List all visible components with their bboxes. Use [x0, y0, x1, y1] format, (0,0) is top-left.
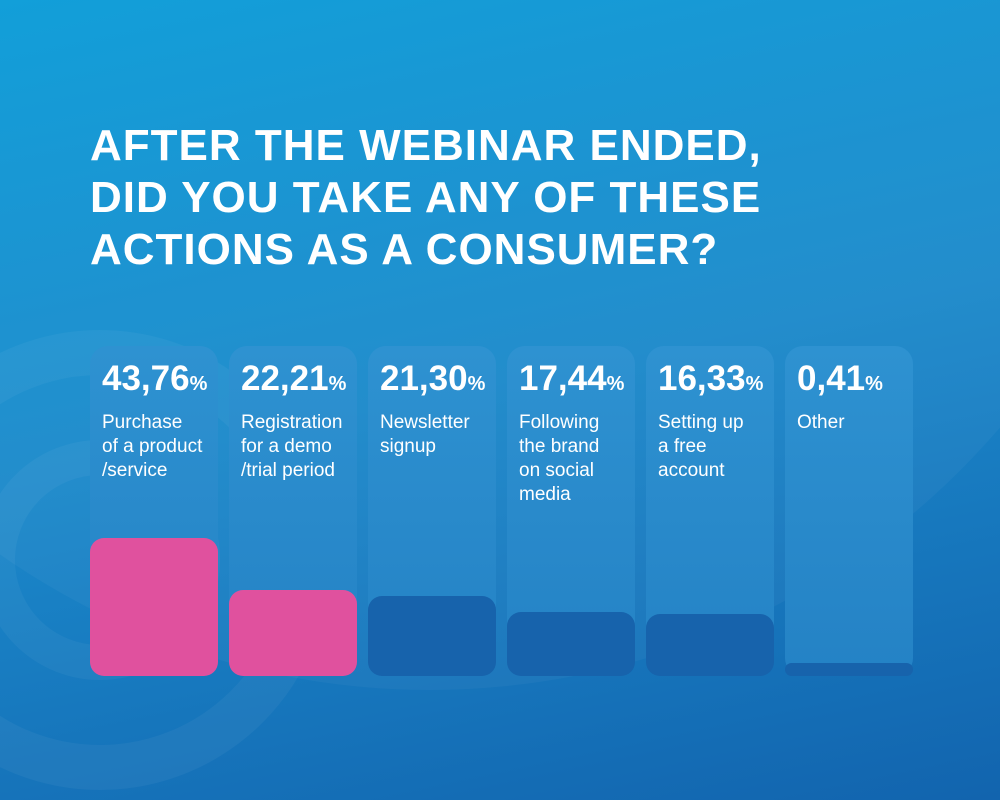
- chart-column: 22,21% Registration for a demo/trial peri…: [229, 346, 357, 676]
- category-label: Other: [797, 411, 907, 435]
- category-label-line: of a product: [102, 436, 203, 457]
- chart-column: 17,44% Following the brand on social media: [507, 346, 635, 676]
- category-label-line: /service: [102, 460, 168, 481]
- category-label-line: the brand: [519, 436, 600, 457]
- chart-column: 43,76% Purchase of a product/service: [90, 346, 218, 676]
- column-header: 0,41% Other: [797, 359, 907, 435]
- category-label-line: a free: [658, 436, 707, 457]
- category-label-line: Following: [519, 412, 600, 433]
- category-label: Following the brand on social media: [519, 411, 629, 507]
- column-header: 16,33% Setting up a free account: [658, 359, 768, 483]
- percent-sign: %: [745, 373, 764, 395]
- category-label-line: account: [658, 460, 725, 481]
- category-label: Registration for a demo/trial period: [241, 411, 351, 483]
- value-label: 0,41%: [797, 359, 907, 404]
- category-label-line: Setting up: [658, 412, 744, 433]
- percent-sign: %: [467, 373, 486, 395]
- percent-sign: %: [606, 373, 625, 395]
- column-header: 22,21% Registration for a demo/trial peri…: [241, 359, 351, 483]
- column-header: 43,76% Purchase of a product/service: [102, 359, 212, 483]
- bar: [229, 590, 357, 676]
- value-number: 17,44: [519, 359, 607, 398]
- value-label: 21,30%: [380, 359, 490, 404]
- value-number: 43,76: [102, 359, 190, 398]
- category-label-line: media: [519, 484, 571, 505]
- category-label-line: Newsletter: [380, 412, 470, 433]
- chart-column: 0,41% Other: [785, 346, 913, 676]
- chart-title-line: ACTIONS AS A CONSUMER?: [90, 225, 719, 274]
- value-number: 0,41: [797, 359, 866, 398]
- chart-column: 21,30% Newsletter signup: [368, 346, 496, 676]
- value-label: 43,76%: [102, 359, 212, 404]
- chart-title-line: DID YOU TAKE ANY OF THESE: [90, 173, 762, 222]
- bar: [785, 663, 913, 676]
- percent-sign: %: [189, 373, 208, 395]
- value-number: 16,33: [658, 359, 746, 398]
- percent-sign: %: [328, 373, 347, 395]
- value-number: 21,30: [380, 359, 468, 398]
- column-header: 21,30% Newsletter signup: [380, 359, 490, 459]
- category-label: Purchase of a product/service: [102, 411, 212, 483]
- chart-title-line: AFTER THE WEBINAR ENDED,: [90, 121, 762, 170]
- value-label: 17,44%: [519, 359, 629, 404]
- category-label-line: Other: [797, 412, 845, 433]
- chart-title: AFTER THE WEBINAR ENDED, DID YOU TAKE ANY…: [90, 120, 762, 276]
- category-label: Setting up a free account: [658, 411, 768, 483]
- category-label-line: /trial period: [241, 460, 335, 481]
- category-label-line: signup: [380, 436, 436, 457]
- category-label: Newsletter signup: [380, 411, 490, 459]
- category-label-line: Purchase: [102, 412, 183, 433]
- value-label: 16,33%: [658, 359, 768, 404]
- chart-column: 16,33% Setting up a free account: [646, 346, 774, 676]
- category-label-line: on social: [519, 460, 594, 481]
- bar: [90, 538, 218, 676]
- value-label: 22,21%: [241, 359, 351, 404]
- bar: [507, 612, 635, 676]
- category-label-line: Registration: [241, 412, 343, 433]
- value-number: 22,21: [241, 359, 329, 398]
- bar-chart: 43,76% Purchase of a product/service 22,2…: [90, 346, 913, 676]
- column-header: 17,44% Following the brand on social media: [519, 359, 629, 507]
- percent-sign: %: [865, 373, 883, 395]
- bar: [646, 614, 774, 676]
- category-label-line: for a demo: [241, 436, 332, 457]
- bar: [368, 596, 496, 676]
